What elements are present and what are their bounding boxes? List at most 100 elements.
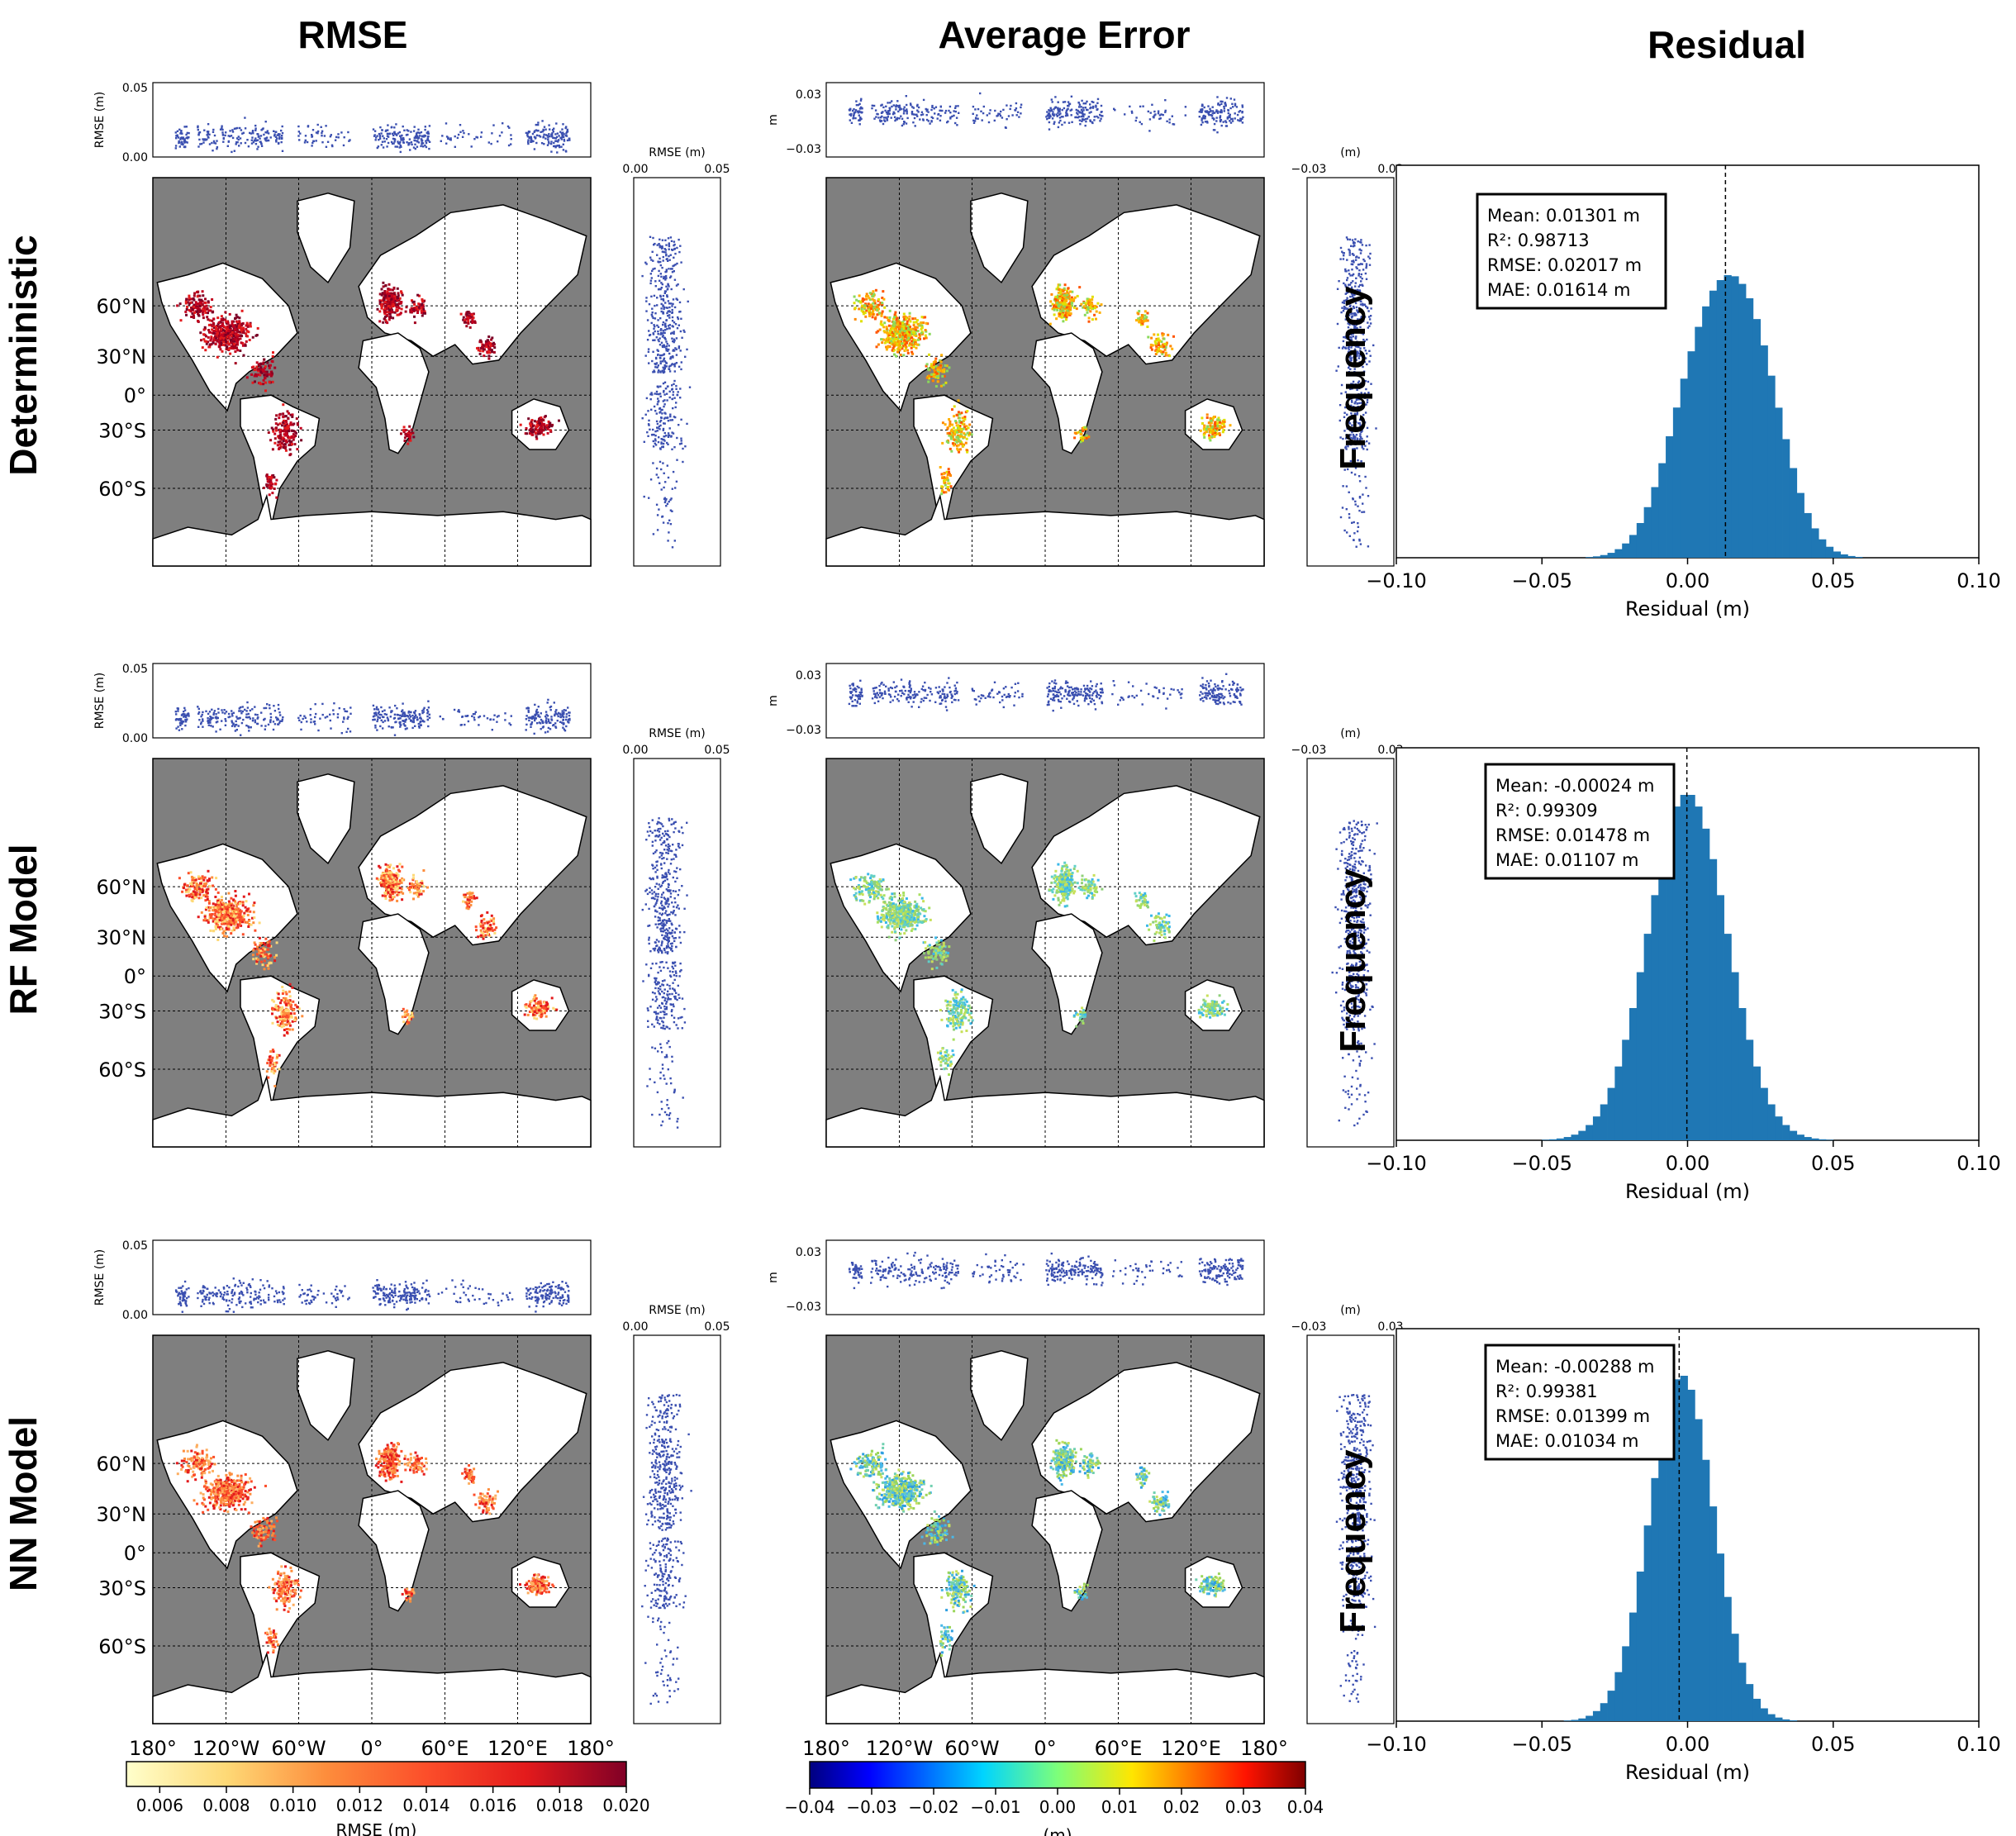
marginal-point [673, 364, 676, 366]
station-point [537, 430, 540, 434]
station-point [535, 421, 539, 424]
marginal-point [239, 126, 241, 130]
station-point [282, 436, 285, 440]
marginal-point [267, 132, 270, 135]
marginal-point [1049, 115, 1052, 118]
marginal-point [667, 521, 669, 525]
station-point [1086, 308, 1090, 312]
marginal-point [221, 125, 223, 127]
station-point [886, 331, 889, 334]
station-point [216, 316, 220, 320]
station-point [231, 329, 235, 332]
station-point [896, 340, 900, 343]
station-point [218, 345, 221, 348]
station-point [382, 281, 385, 284]
marginal-point [1220, 110, 1223, 112]
station-point [906, 339, 909, 342]
station-point [901, 328, 904, 331]
marginal-point [298, 139, 301, 141]
station-point [535, 431, 538, 435]
marginal-point [1083, 113, 1086, 116]
marginal-point [510, 138, 512, 140]
marginal-point [674, 252, 677, 255]
station-point [885, 326, 888, 329]
station-point [1063, 293, 1066, 297]
marginal-point [1211, 106, 1214, 108]
marginal-point [235, 143, 237, 145]
marginal-point [1359, 300, 1362, 302]
station-point [403, 436, 407, 440]
marginal-point [659, 362, 662, 365]
station-point [266, 480, 269, 483]
marginal-point [1341, 307, 1343, 309]
station-point [892, 340, 896, 343]
marginal-point [675, 348, 678, 350]
marginal-point [882, 122, 885, 126]
marginal-point [1220, 102, 1223, 105]
marginal-point [390, 126, 392, 129]
station-point [924, 329, 927, 331]
station-point [893, 353, 896, 356]
marginal-point [1184, 114, 1186, 117]
marginal-point [259, 142, 263, 145]
marginal-point [649, 273, 652, 275]
marginal-point [237, 136, 240, 138]
marginal-point [1223, 105, 1225, 108]
station-point [870, 305, 873, 308]
marginal-point [654, 366, 657, 369]
station-point [539, 421, 542, 425]
station-point [945, 369, 949, 373]
marginal-point [1351, 307, 1353, 311]
station-point [209, 306, 212, 309]
station-point [892, 335, 895, 338]
station-point [288, 444, 291, 447]
marginal-point [227, 140, 231, 143]
station-point [400, 290, 402, 293]
station-point [958, 421, 961, 424]
station-point [867, 295, 870, 298]
station-point [898, 325, 901, 328]
station-point [907, 323, 911, 326]
marginal-point [397, 132, 400, 135]
marginal-point [1346, 426, 1348, 429]
marginal-point [1356, 447, 1358, 449]
marginal-point [416, 145, 419, 148]
marginal-point [675, 388, 678, 390]
station-point [881, 324, 884, 326]
station-point [958, 450, 961, 454]
marginal-point [551, 129, 554, 131]
station-point [1051, 302, 1054, 306]
marginal-point [1370, 383, 1372, 385]
marginal-point [939, 109, 941, 112]
station-point [948, 470, 950, 473]
station-point [925, 321, 928, 325]
station-point [1159, 350, 1163, 353]
top-marginal-ytick: −0.03 [786, 143, 821, 156]
marginal-point [1347, 398, 1349, 401]
station-point [277, 440, 280, 444]
station-point [963, 435, 966, 439]
marginal-point [1361, 356, 1364, 359]
marginal-point [1224, 125, 1228, 127]
marginal-point [663, 367, 666, 370]
marginal-point [1200, 109, 1202, 112]
station-point [288, 411, 290, 415]
marginal-point [425, 140, 427, 142]
marginal-point [1184, 106, 1187, 108]
station-point [547, 420, 550, 423]
station-point [234, 340, 237, 343]
marginal-point [249, 131, 251, 135]
marginal-point [1064, 114, 1067, 117]
marginal-point [1211, 112, 1214, 115]
station-point [402, 430, 406, 434]
marginal-point [542, 129, 545, 132]
marginal-point [680, 361, 682, 364]
marginal-point [887, 113, 890, 116]
marginal-point [656, 349, 659, 351]
marginal-point [1157, 110, 1160, 112]
station-point [1161, 334, 1164, 337]
station-point [406, 434, 409, 437]
marginal-point [1341, 301, 1344, 304]
station-point [1058, 297, 1062, 300]
station-point [1086, 299, 1089, 302]
